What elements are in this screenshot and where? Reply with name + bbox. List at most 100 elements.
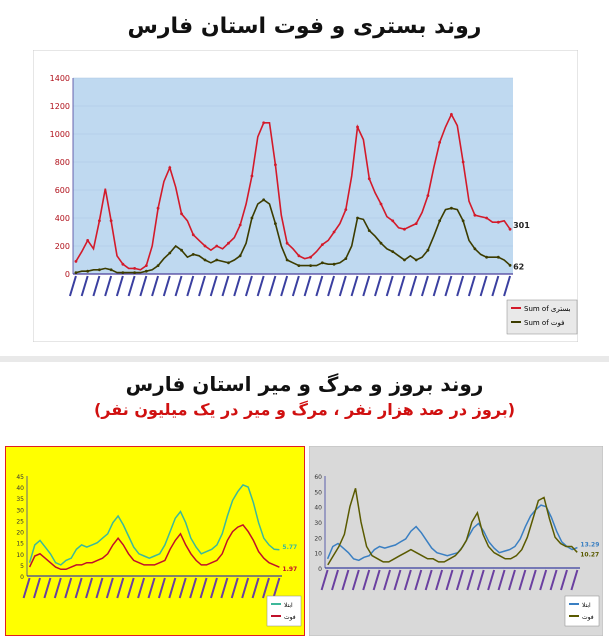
x-tick-mark [256,275,265,297]
x-tick-mark [331,569,339,591]
series-2-point [450,206,453,210]
series-2-point [391,250,395,254]
series-2-point [297,264,301,267]
legend-box [564,595,600,627]
x-tick-mark [221,275,230,297]
series-1-point [485,216,488,220]
series-2-point [473,247,477,251]
x-tick-mark [22,577,31,599]
y-tick-label: 200 [55,242,70,251]
x-tick-mark [43,577,52,599]
series-1-point [238,223,242,227]
series-1-point [191,233,195,237]
x-tick-mark [291,275,300,297]
series-1-point [450,113,453,116]
series-1-point [496,220,500,224]
x-tick-mark [262,577,270,599]
series-1-point [285,241,289,245]
series-1-point [332,230,336,234]
title-hospitalization: روند بستری و فوت استان فارس [127,14,482,39]
series-end-label: 5.77 [282,544,297,551]
series-line-2 [327,488,578,566]
y-tick-label: 1200 [50,102,70,111]
chart-hospitalization-death: 0 200 400 600 800 1000 1200 1400 301 62 Sum of بست… [33,50,578,342]
x-tick-mark [445,569,454,591]
x-tick-mark [199,577,208,599]
series-2-point [379,241,383,245]
series-1-point [309,255,312,259]
x-tick-mark [455,569,464,591]
series-1-point [168,166,172,169]
x-tick-mark [303,275,312,297]
y-tick-label: 600 [55,186,70,195]
series-1-point [473,213,477,217]
series-2-point [109,268,113,272]
series-2-point [367,229,371,233]
x-tick-mark [104,275,113,297]
x-tick-mark [186,275,195,297]
series-end-label: 10.27 [580,551,599,558]
series-2-point [485,255,488,259]
x-tick-mark [467,275,476,297]
series-end-label: 301 [513,221,530,230]
x-tick-mark [362,569,371,591]
series-1-point [86,239,90,242]
title-incidence: روند بروز و مرگ و میر استان فارس [125,372,484,396]
x-tick-mark [424,569,433,591]
series-line-2 [75,198,511,274]
x-tick-mark [209,275,218,297]
x-tick-mark [403,569,412,591]
series-2-point [426,248,430,252]
series-1-point [391,219,395,223]
series-1-point [356,125,359,129]
x-tick-mark [244,275,253,297]
x-tick-mark [320,569,329,591]
series-1-point [367,177,371,181]
x-tick-mark [116,577,125,599]
series-1-point [109,219,113,223]
y-tick-label: 15 [16,541,24,548]
series-2-point [191,253,195,256]
series-2-point [215,258,219,262]
legend-box [266,595,302,627]
x-tick-mark [315,275,324,297]
series-line-1 [75,112,511,271]
legend-label: فوت [284,614,296,621]
y-tick-label: 5 [20,563,24,570]
series-end-label: 13.29 [580,542,599,549]
series-2-point [250,216,254,220]
series-1-point [461,160,465,164]
y-tick-label: 30 [16,507,24,514]
x-tick-mark [383,569,392,591]
series-1-point [203,244,207,248]
x-tick-mark [385,275,394,297]
y-tick-label: 20 [314,535,322,542]
series-2-point [414,258,418,262]
y-tick-label: 20 [16,530,24,537]
series-2-point [238,254,242,258]
series-1-point [156,206,160,210]
series-2-point [285,258,289,262]
x-tick-mark [362,275,371,297]
series-2-point [461,219,465,223]
x-tick-mark [33,577,41,599]
y-tick-label: 10 [16,552,24,559]
x-tick-mark [341,569,350,591]
x-tick-mark [479,275,488,297]
series-2-point [98,268,101,272]
x-tick-mark [351,569,360,591]
x-tick-mark [230,577,239,599]
series-1-point [297,254,301,258]
section-divider [0,356,609,362]
series-2-point [144,269,148,273]
y-tick-label: 40 [16,485,24,492]
x-tick-mark [115,275,124,297]
x-tick-mark [539,569,548,591]
series-line-1 [28,483,280,566]
series-2-point [332,262,336,266]
x-tick-mark [420,275,429,297]
x-tick-mark [327,275,336,297]
legend-label: فوت [582,614,594,621]
series-1-point [344,208,348,212]
x-tick-mark [105,577,114,599]
